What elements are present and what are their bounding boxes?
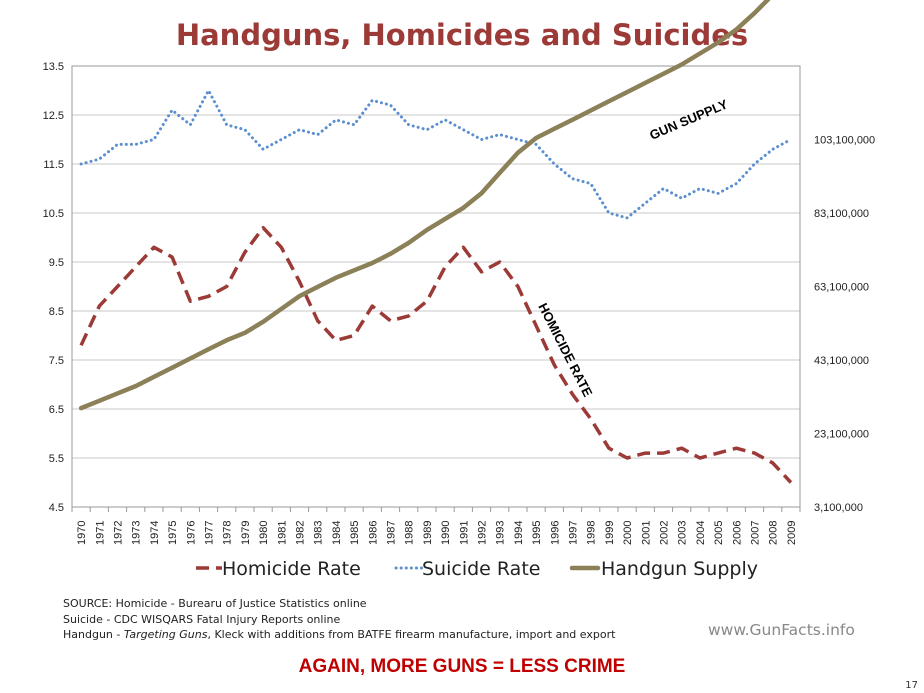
x-tick-label: 1979	[240, 521, 252, 545]
x-tick-label: 1999	[604, 521, 616, 545]
x-tick-label: 2003	[677, 521, 689, 545]
right-axis-ticks: 3,100,000 23,100,000 43,100,000 63,100,000 8…	[814, 135, 875, 515]
source-line-handgun: Handgun - Targeting Guns, Kleck with add…	[63, 628, 615, 641]
left-tick-label: 7.5	[49, 355, 64, 367]
slogan: AGAIN, MORE GUNS = LESS CRIME	[298, 656, 626, 677]
x-tick-label: 1992	[477, 521, 489, 545]
right-tick-label: 83,100,000	[814, 208, 869, 220]
left-tick-label: 12.5	[43, 110, 64, 122]
x-tick-label: 1970	[76, 521, 88, 545]
x-tick-label: 1981	[276, 521, 288, 545]
x-tick-label: 1973	[131, 521, 143, 545]
x-tick-label: 1996	[549, 521, 561, 545]
x-tick-label: 2009	[786, 521, 798, 545]
right-tick-label: 3,100,000	[814, 502, 863, 514]
x-tick-label: 2007	[750, 521, 762, 545]
page-number: 17	[905, 680, 918, 691]
right-tick-label: 23,100,000	[814, 429, 869, 441]
suicide-rate-line	[79, 89, 793, 220]
left-tick-label: 5.5	[49, 453, 64, 465]
x-tick-label: 2006	[731, 521, 743, 545]
x-tick-label: 1997	[568, 521, 580, 545]
left-axis-ticks: 4.5 5.5 6.5 7.5 8.5 9.5 10.5 11.5 12.5 13.5	[43, 61, 64, 514]
left-tick-label: 10.5	[43, 208, 64, 220]
x-tick-label: 1982	[295, 521, 307, 545]
legend-handgun-supply-label: Handgun Supply	[601, 558, 758, 580]
x-tick-label: 1994	[513, 521, 525, 545]
x-tick-label: 1998	[586, 521, 598, 545]
x-tick-label: 1974	[149, 521, 161, 545]
right-tick-label: 63,100,000	[814, 282, 869, 294]
x-tick-label: 2002	[659, 521, 671, 545]
left-tick-label: 13.5	[43, 61, 64, 73]
annotation-gun-supply: GUN SUPPLY	[647, 96, 730, 142]
left-tick-label: 9.5	[49, 257, 64, 269]
homicide-rate-line	[79, 225, 793, 484]
x-tick-label: 1978	[222, 521, 234, 545]
left-tick-label: 4.5	[49, 502, 64, 514]
x-tick-label: 1995	[531, 521, 543, 545]
left-tick-label: 11.5	[43, 159, 64, 171]
x-tick-label: 1983	[313, 521, 325, 545]
source-prefix: Handgun -	[63, 628, 124, 641]
x-tick-label: 1977	[204, 521, 216, 545]
x-tick-label: 2005	[713, 521, 725, 545]
x-tick-label: 1988	[404, 521, 416, 545]
right-tick-label: 103,100,000	[814, 135, 875, 147]
x-tick-label: 2001	[640, 521, 652, 545]
x-tick-label: 1991	[458, 521, 470, 545]
handgun-supply-line	[78, 0, 771, 411]
x-tick-label: 1990	[440, 521, 452, 545]
x-tick-label: 1976	[185, 521, 197, 545]
legend: Homicide Rate Suicide Rate Handgun Supply	[196, 558, 758, 580]
series-lines	[78, 0, 793, 484]
source-suffix: , Kleck with additions from BATFE firear…	[207, 628, 616, 641]
x-tick-label: 1980	[258, 521, 270, 545]
source-line-homicide: SOURCE: Homicide - Burearu of Justice St…	[63, 597, 367, 610]
x-tick-label: 2004	[695, 521, 707, 545]
legend-homicide-rate-label: Homicide Rate	[222, 558, 361, 580]
x-tick-label: 1984	[331, 521, 343, 545]
x-tick-label: 2008	[768, 521, 780, 545]
right-tick-label: 43,100,000	[814, 355, 869, 367]
x-axis-ticks: 1970 1971 1972 1973 1974 1975 1976 1977 1978 1979…	[71, 507, 801, 545]
x-tick-label: 1989	[422, 521, 434, 545]
x-tick-label: 1993	[495, 521, 507, 545]
x-tick-label: 1975	[167, 521, 179, 545]
source-line-suicide: Suicide - CDC WISQARS Fatal Injury Repor…	[63, 613, 341, 626]
x-tick-label: 1985	[349, 521, 361, 545]
website-watermark: www.GunFacts.info	[708, 621, 855, 639]
x-tick-label: 1986	[367, 521, 379, 545]
left-tick-label: 8.5	[49, 306, 64, 318]
x-tick-label: 1972	[113, 521, 125, 545]
legend-suicide-rate-label: Suicide Rate	[422, 558, 540, 580]
source-book-title: Targeting Guns	[123, 628, 208, 641]
x-tick-label: 1987	[386, 521, 398, 545]
x-tick-label: 2000	[622, 521, 634, 545]
x-tick-label: 1971	[94, 521, 106, 545]
left-tick-label: 6.5	[49, 404, 64, 416]
chart-title: Handguns, Homicides and Suicides	[175, 18, 749, 52]
